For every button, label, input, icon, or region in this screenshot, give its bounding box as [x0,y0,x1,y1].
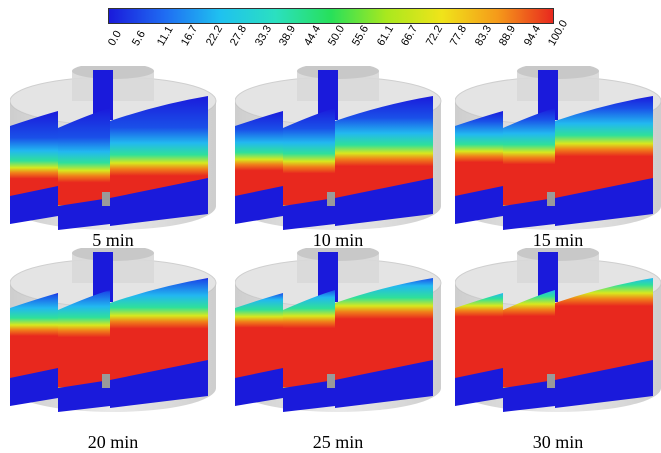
colorbar-tick-label: 44.4 [301,23,323,48]
colorbar-tick-label: 88.9 [497,23,519,48]
colorbar-gradient [108,8,554,24]
cylinder-render [455,66,661,230]
panel-caption: 25 min [312,432,364,452]
panel-caption: 10 min [312,230,364,250]
simulation-panel: 25 min [235,248,450,452]
cylinder-render [455,248,661,412]
panel-caption: 15 min [532,230,584,250]
colorbar-tick-label: 22.2 [203,23,225,48]
panel-caption: 5 min [92,230,134,250]
colorbar-tick-label: 0.0 [106,28,125,48]
simulation-panel: 20 min [10,248,225,452]
colorbar-tick-label: 50.0 [326,23,348,48]
cylinder-render [235,66,442,230]
cylinder-render [10,248,217,412]
panel-caption: 30 min [532,432,584,452]
colorbar: 0.0 5.6 11.1 16.7 22.2 27.8 33.3 38.9 44.4 50.0 55… [106,8,570,68]
colorbar-tick-label: 61.1 [374,23,396,48]
colorbar-tick-label: 38.9 [277,23,299,48]
colorbar-tick-label: 11.1 [154,24,176,48]
simulation-panel: 30 min [455,248,661,452]
colorbar-tick-label: 27.8 [228,23,250,48]
colorbar-tick-label: 16.7 [179,23,201,48]
panel-caption: 20 min [87,432,139,452]
colorbar-tick-label: 94.4 [521,23,543,48]
colorbar-tick-label: 66.7 [399,23,421,48]
cylinder-render [235,248,442,412]
simulation-panel: 15 min [455,66,661,251]
colorbar-tick-label: 77.8 [448,23,470,48]
simulation-panel: 10 min [235,66,450,251]
colorbar-tick-label: 5.6 [130,28,149,48]
colorbar-tick-label: 55.6 [350,23,372,48]
colorbar-tick-label: 83.3 [472,23,494,48]
colorbar-tick-label: 33.3 [252,23,274,48]
colorbar-tick-label: 72.2 [423,23,445,48]
cylinder-render [10,66,217,230]
simulation-panel: 5 min [10,66,225,251]
